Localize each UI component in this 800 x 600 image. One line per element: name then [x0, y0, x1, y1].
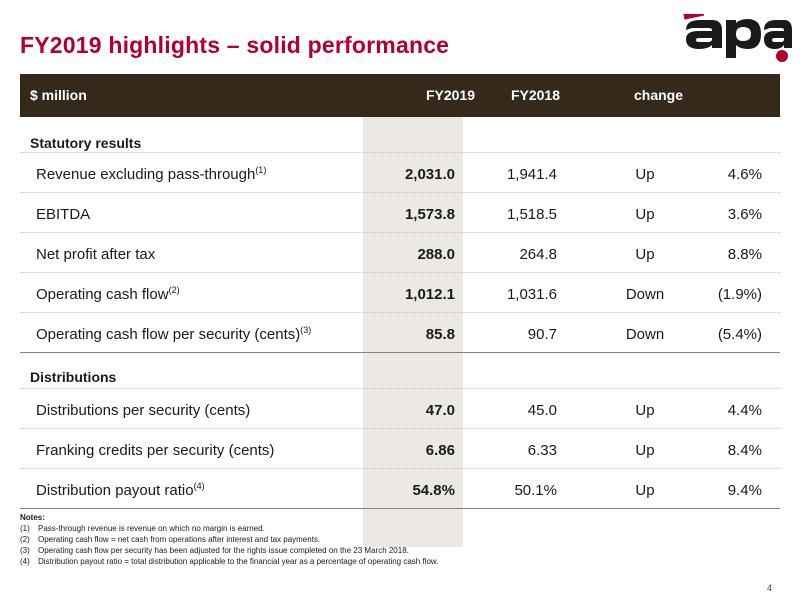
footnote-text: Pass-through revenue is revenue on which… [38, 524, 265, 533]
table-header: $ million FY2019 FY2018 change [20, 74, 780, 117]
value-fy2019: 6.86 [425, 442, 455, 459]
change-percent: 4.6% [727, 166, 762, 183]
slide-title: FY2019 highlights – solid performance [20, 32, 450, 58]
footnote-item: (3) Operating cash flow per security has… [20, 545, 760, 556]
apa-logo [683, 14, 792, 62]
footnote-ref: (2) [168, 285, 180, 295]
footnote-item: (2) Operating cash flow = net cash from … [20, 534, 760, 545]
table-body: Statutory results Revenue excluding pass… [20, 117, 780, 547]
value-fy2019: 47.0 [425, 402, 455, 419]
footnote-text: Operating cash flow = net cash from oper… [38, 535, 321, 544]
row-label: Franking credits per security (cents) [36, 442, 275, 459]
section-heading: Statutory results [30, 135, 142, 151]
change-percent: 9.4% [727, 482, 762, 499]
footnote-item: (1) Pass-through revenue is revenue on w… [20, 523, 760, 534]
value-fy2019: 1,012.1 [404, 286, 455, 303]
change-direction: Up [635, 246, 655, 263]
table-row: EBITDA 1,573.8 1,518.5 Up 3.6% [20, 193, 780, 233]
section-heading-row: Statutory results [20, 117, 780, 153]
table-row: Net profit after tax 288.0 264.8 Up 8.8% [20, 233, 780, 273]
change-percent: (5.4%) [717, 326, 762, 343]
value-fy2018: 6.33 [527, 442, 557, 459]
table-row: Distribution payout ratio(4) 54.8% 50.1%… [20, 469, 780, 509]
change-direction: Up [635, 166, 655, 183]
header-fy2019: FY2019 [425, 87, 475, 103]
change-percent: 3.6% [727, 206, 762, 223]
value-fy2018: 1,941.4 [506, 166, 557, 183]
row-label: Distribution payout ratio(4) [36, 481, 205, 499]
change-direction: Up [635, 402, 655, 419]
table-row: Operating cash flow(2) 1,012.1 1,031.6 D… [20, 273, 780, 313]
fy2019-highlight-column [363, 117, 463, 547]
footnote-item: (4) Distribution payout ratio = total di… [20, 556, 760, 567]
footnote-ref: (3) [300, 325, 312, 335]
header-fy2018: FY2018 [510, 87, 560, 103]
value-fy2018: 50.1% [514, 482, 557, 499]
page-number: 4 [766, 583, 772, 593]
table-row: Revenue excluding pass-through(1) 2,031.… [20, 153, 780, 193]
footnote-number: (4) [20, 557, 30, 566]
value-fy2018: 264.8 [519, 246, 557, 263]
section-heading: Distributions [30, 369, 117, 385]
change-direction: Down [625, 286, 665, 303]
value-fy2018: 90.7 [527, 326, 557, 343]
footnote-text: Operating cash flow per security has bee… [38, 546, 409, 555]
change-direction: Down [625, 326, 665, 343]
row-label: Distributions per security (cents) [36, 402, 251, 419]
value-fy2019: 54.8% [412, 482, 455, 499]
value-fy2019: 1,573.8 [404, 206, 455, 223]
footnote-ref: (1) [255, 165, 267, 175]
table-row: Distributions per security (cents) 47.0 … [20, 389, 780, 429]
footnotes: Notes: (1) Pass-through revenue is reven… [20, 512, 760, 567]
change-percent: (1.9%) [717, 286, 762, 303]
footnote-ref: (4) [193, 481, 205, 491]
header-label: $ million [30, 87, 87, 103]
section-heading-row: Distributions [20, 353, 780, 389]
change-percent: 8.8% [727, 246, 762, 263]
footnote-number: (3) [20, 546, 30, 555]
change-percent: 4.4% [727, 402, 762, 419]
header-change: change [634, 87, 684, 103]
value-fy2018: 1,518.5 [506, 206, 557, 223]
row-label: Net profit after tax [36, 246, 156, 263]
value-fy2018: 45.0 [527, 402, 557, 419]
change-direction: Up [635, 206, 655, 223]
row-label: Operating cash flow per security (cents)… [36, 325, 312, 343]
notes-title: Notes: [20, 513, 45, 522]
value-fy2019: 85.8 [425, 326, 455, 343]
row-label: Operating cash flow(2) [36, 285, 180, 303]
table-row: Franking credits per security (cents) 6.… [20, 429, 780, 469]
footnote-text: Distribution payout ratio = total distri… [38, 557, 439, 566]
results-table: $ million FY2019 FY2018 change Statutory… [20, 74, 780, 547]
row-label: Revenue excluding pass-through(1) [36, 165, 267, 183]
change-percent: 8.4% [727, 442, 762, 459]
change-direction: Up [635, 482, 655, 499]
value-fy2018: 1,031.6 [506, 286, 557, 303]
value-fy2019: 2,031.0 [404, 166, 455, 183]
row-label: EBITDA [36, 206, 91, 223]
footnote-number: (1) [20, 524, 30, 533]
value-fy2019: 288.0 [417, 246, 455, 263]
change-direction: Up [635, 442, 655, 459]
footnote-number: (2) [20, 535, 30, 544]
table-row: Operating cash flow per security (cents)… [20, 313, 780, 353]
